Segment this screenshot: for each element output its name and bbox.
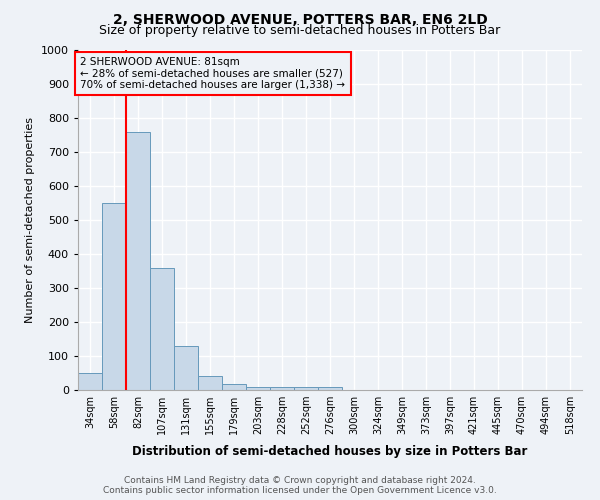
- Bar: [126, 132, 150, 390]
- Text: 2 SHERWOOD AVENUE: 81sqm
← 28% of semi-detached houses are smaller (527)
70% of : 2 SHERWOOD AVENUE: 81sqm ← 28% of semi-d…: [80, 57, 346, 90]
- Bar: [294, 386, 318, 390]
- X-axis label: Distribution of semi-detached houses by size in Potters Bar: Distribution of semi-detached houses by …: [133, 446, 527, 458]
- Text: Contains HM Land Registry data © Crown copyright and database right 2024.
Contai: Contains HM Land Registry data © Crown c…: [103, 476, 497, 495]
- Text: 2, SHERWOOD AVENUE, POTTERS BAR, EN6 2LD: 2, SHERWOOD AVENUE, POTTERS BAR, EN6 2LD: [113, 12, 487, 26]
- Bar: [318, 386, 342, 390]
- Bar: [270, 386, 294, 390]
- Y-axis label: Number of semi-detached properties: Number of semi-detached properties: [25, 117, 35, 323]
- Bar: [222, 384, 246, 390]
- Bar: [198, 376, 222, 390]
- Text: Size of property relative to semi-detached houses in Potters Bar: Size of property relative to semi-detach…: [100, 24, 500, 37]
- Bar: [174, 346, 198, 390]
- Bar: [150, 268, 174, 390]
- Bar: [246, 386, 270, 390]
- Bar: [78, 373, 102, 390]
- Bar: [102, 203, 126, 390]
